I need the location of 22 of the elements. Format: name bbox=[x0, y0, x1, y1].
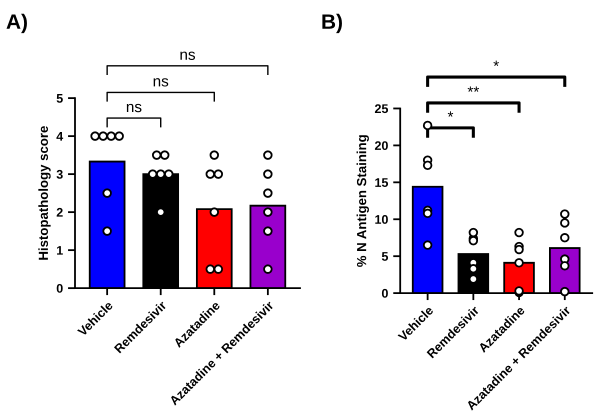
text: ** bbox=[468, 86, 480, 92]
annotation: * bbox=[448, 111, 454, 117]
text: ns bbox=[180, 52, 196, 60]
y-tick-label: 2 bbox=[56, 208, 63, 217]
y-tick-label: 20 bbox=[374, 141, 388, 150]
y-tick-label: 4 bbox=[56, 132, 64, 141]
y-tick-label: 5 bbox=[382, 252, 388, 261]
y-axis-title: % N Antigen Staining bbox=[356, 135, 369, 267]
y-tick-label: 1 bbox=[57, 246, 63, 255]
y-tick-label: 25 bbox=[374, 104, 388, 114]
y-tick-label: 15 bbox=[375, 178, 388, 187]
chart-title: A) bbox=[6, 14, 27, 34]
y-tick-label: 0 bbox=[382, 288, 388, 298]
y-tick-label: 10 bbox=[375, 215, 388, 224]
chart-title: B) bbox=[322, 14, 342, 34]
text: ns bbox=[154, 78, 168, 87]
y-tick-label: 0 bbox=[56, 284, 63, 293]
annotation: ns bbox=[126, 104, 142, 112]
y-tick-label: 3 bbox=[56, 170, 63, 179]
text: * bbox=[493, 60, 499, 66]
y-tick-label: 5 bbox=[56, 94, 63, 103]
y-axis-title: Histopathology score bbox=[38, 126, 51, 260]
